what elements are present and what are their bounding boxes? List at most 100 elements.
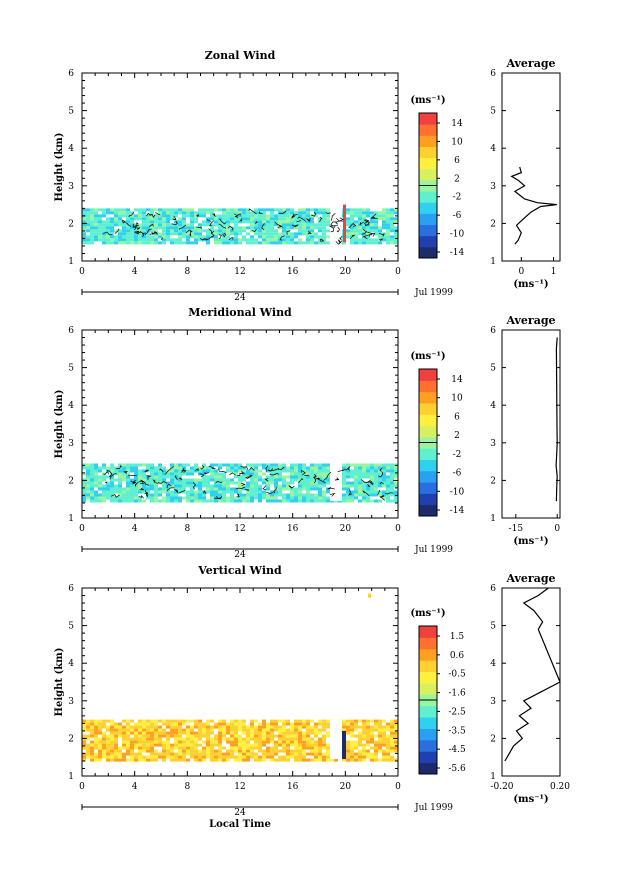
heat-cell xyxy=(182,211,186,215)
heat-cell xyxy=(206,469,210,473)
heat-cell xyxy=(286,235,290,239)
heat-cell xyxy=(190,214,194,218)
heat-cell xyxy=(142,740,146,744)
heat-cell xyxy=(246,208,250,212)
heat-cell xyxy=(342,475,346,479)
heat-cell xyxy=(90,220,94,224)
heat-cell xyxy=(138,214,142,218)
heat-cell xyxy=(322,758,326,762)
heat-cell xyxy=(302,758,306,762)
heat-cell xyxy=(150,493,154,497)
heat-cell xyxy=(126,232,130,236)
heat-cell xyxy=(146,235,150,239)
heat-cell xyxy=(290,755,294,759)
heat-cell xyxy=(390,469,394,473)
heat-cell xyxy=(266,734,270,738)
heat-cell xyxy=(126,493,130,497)
heat-cell xyxy=(202,211,206,215)
heat-cell xyxy=(198,478,202,482)
heat-cell xyxy=(266,478,270,482)
heat-cell xyxy=(302,469,306,473)
heat-cell xyxy=(226,755,230,759)
heat-cell xyxy=(126,728,130,732)
heat-cell xyxy=(138,472,142,476)
heat-cell xyxy=(110,722,114,726)
heat-cell xyxy=(246,737,250,741)
heat-cell xyxy=(226,749,230,753)
heat-cell xyxy=(186,208,190,212)
heat-cell xyxy=(214,496,218,500)
heat-cell xyxy=(94,232,98,236)
heat-cell xyxy=(174,740,178,744)
heat-cell xyxy=(242,229,246,233)
heat-cell xyxy=(318,217,322,221)
heat-cell xyxy=(246,734,250,738)
heat-cell xyxy=(94,758,98,762)
heat-cell xyxy=(206,719,210,723)
contour-line xyxy=(166,483,172,489)
heat-cell xyxy=(194,755,198,759)
heat-cell xyxy=(366,752,370,756)
heat-cell xyxy=(218,749,222,753)
heat-cell xyxy=(162,229,166,233)
contour-line xyxy=(385,492,394,495)
heat-cell xyxy=(270,208,274,212)
heat-cell xyxy=(298,208,302,212)
heat-cell xyxy=(326,229,330,233)
colorbar-tick-label: -2.5 xyxy=(448,707,466,717)
heat-cell xyxy=(154,223,158,227)
colorbar-tick-label: -4.5 xyxy=(448,745,466,755)
heat-cell xyxy=(306,493,310,497)
heat-cell xyxy=(386,211,390,215)
heat-cell xyxy=(202,496,206,500)
heat-cell xyxy=(326,749,330,753)
heat-cell xyxy=(290,731,294,735)
heat-cell xyxy=(186,746,190,750)
heat-cell xyxy=(366,241,370,245)
heat-cell xyxy=(270,722,274,726)
heat-cell xyxy=(214,740,218,744)
heat-cell xyxy=(318,220,322,224)
avg-y-tick-label: 3 xyxy=(490,439,496,449)
heat-cell xyxy=(362,758,366,762)
heat-cell xyxy=(238,734,242,738)
heat-cell xyxy=(302,496,306,500)
heat-cell xyxy=(218,241,222,245)
contour-line xyxy=(210,232,215,238)
heat-cell xyxy=(314,758,318,762)
heat-cell xyxy=(302,499,306,503)
heat-cell xyxy=(186,728,190,732)
heat-cell xyxy=(222,731,226,735)
heat-cell xyxy=(198,490,202,494)
heat-cell xyxy=(390,755,394,759)
heat-cell xyxy=(362,226,366,230)
heat-cell xyxy=(154,466,158,470)
heat-cell xyxy=(122,469,126,473)
heat-cell xyxy=(162,241,166,245)
heat-cell xyxy=(390,475,394,479)
heat-cell xyxy=(146,487,150,491)
heat-cell xyxy=(186,214,190,218)
heat-cell xyxy=(178,740,182,744)
heat-cell xyxy=(386,755,390,759)
heat-cell xyxy=(258,232,262,236)
heat-cell xyxy=(106,232,110,236)
heat-cell xyxy=(386,749,390,753)
heat-cell xyxy=(106,481,110,485)
heat-cell xyxy=(266,466,270,470)
heat-cell xyxy=(250,728,254,732)
heat-cell xyxy=(186,478,190,482)
contour-line xyxy=(209,220,214,227)
heat-cell xyxy=(166,719,170,723)
x-tick-label: 12 xyxy=(234,524,245,534)
heat-cell xyxy=(106,746,110,750)
heat-cell xyxy=(314,208,318,212)
heat-cell xyxy=(174,214,178,218)
heat-cell xyxy=(118,478,122,482)
heat-cell xyxy=(390,734,394,738)
heat-cell xyxy=(310,217,314,221)
heat-cell xyxy=(318,208,322,212)
heat-cell xyxy=(302,208,306,212)
heat-cell xyxy=(118,469,122,473)
heat-cell xyxy=(94,223,98,227)
